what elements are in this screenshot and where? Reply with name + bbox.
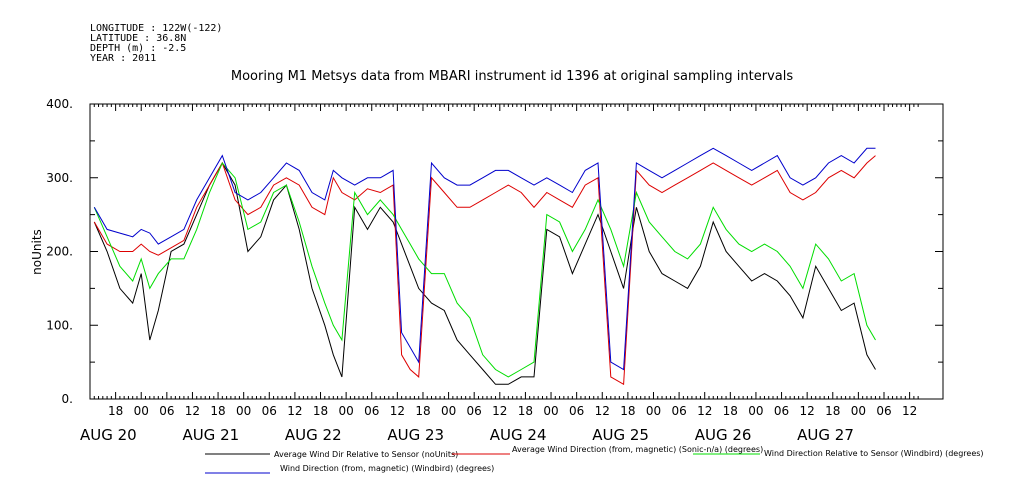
y-tick-label: 400. [46,97,73,111]
series-line-1 [93,162,876,385]
x-day-label: AUG 25 [592,426,649,444]
x-tick-label: 06 [159,404,174,418]
x-tick-label: 00 [543,404,558,418]
x-tick-label: 06 [262,404,277,418]
x-tick-label: 00 [134,404,149,418]
plot-frame [89,103,944,400]
x-day-label: AUG 23 [387,426,444,444]
x-tick-label: 00 [748,404,763,418]
x-tick-label: 06 [774,404,789,418]
x-tick-label: 18 [210,404,225,418]
series-layer [93,147,876,386]
x-tick-label: 12 [595,404,610,418]
x-tick-label: 00 [441,404,456,418]
x-tick-label: 12 [902,404,917,418]
x-tick-label: 18 [415,404,430,418]
meta-year: YEAR : 2011 [90,53,156,64]
x-tick-label: 18 [620,404,635,418]
meta-latitude: LATITUDE : 36.8N [90,33,186,44]
x-tick-label: 06 [364,404,379,418]
chart-title: Mooring M1 Metsys data from MBARI instru… [231,69,793,84]
x-tick-label: 00 [338,404,353,418]
x-day-label: AUG 27 [797,426,854,444]
x-tick-label: 00 [236,404,251,418]
x-tick-label: 00 [851,404,866,418]
legend-label-3: Wind Direction Relative to Sensor (Windb… [764,449,984,458]
legend-label-4: Wind Direction (from, magnetic) (Windbir… [280,464,494,473]
x-tick-label: 18 [518,404,533,418]
y-tick-label: 100. [46,318,73,332]
x-day-label: AUG 20 [80,426,137,444]
meta-longitude: LONGITUDE : 122W(-122) [90,23,222,34]
axis-layer: 0. 100. 200. 300. 400. 18 00 06 12 18 00 06 12 18 00 06… [46,97,943,444]
x-tick-label: 18 [825,404,840,418]
x-tick-label: 18 [108,404,123,418]
meta-depth: DEPTH (m) : -2.5 [90,43,186,54]
x-day-label: AUG 21 [182,426,239,444]
x-tick-label: 00 [646,404,661,418]
x-tick-label: 12 [492,404,507,418]
x-tick-label: 12 [185,404,200,418]
series-line-3 [93,162,876,378]
x-day-label: AUG 22 [285,426,342,444]
y-tick-label: 300. [46,171,73,185]
y-axis-label: noUnits [30,229,44,275]
y-tick-label: 200. [46,245,73,259]
x-tick-label: 12 [800,404,815,418]
x-day-label: AUG 26 [695,426,752,444]
legend: Average Wind Dir Relative to Sensor (noU… [205,445,984,474]
x-tick-label: 12 [697,404,712,418]
series-line-2 [93,155,876,386]
x-tick-label: 06 [876,404,891,418]
legend-label-1: Average Wind Dir Relative to Sensor (noU… [274,450,458,459]
x-tick-label: 06 [569,404,584,418]
x-tick-label: 06 [671,404,686,418]
series-line-4 [93,147,876,371]
x-tick-label: 18 [723,404,738,418]
meta-block: LONGITUDE : 122W(-122) LATITUDE : 36.8N … [90,23,222,64]
x-tick-label: 06 [467,404,482,418]
legend-label-2: Average Wind Direction (from, magnetic) … [512,445,763,454]
x-tick-label: 18 [313,404,328,418]
x-day-label: AUG 24 [490,426,547,444]
x-tick-label: 12 [287,404,302,418]
x-tick-label: 12 [390,404,405,418]
y-tick-label: 0. [62,392,73,406]
